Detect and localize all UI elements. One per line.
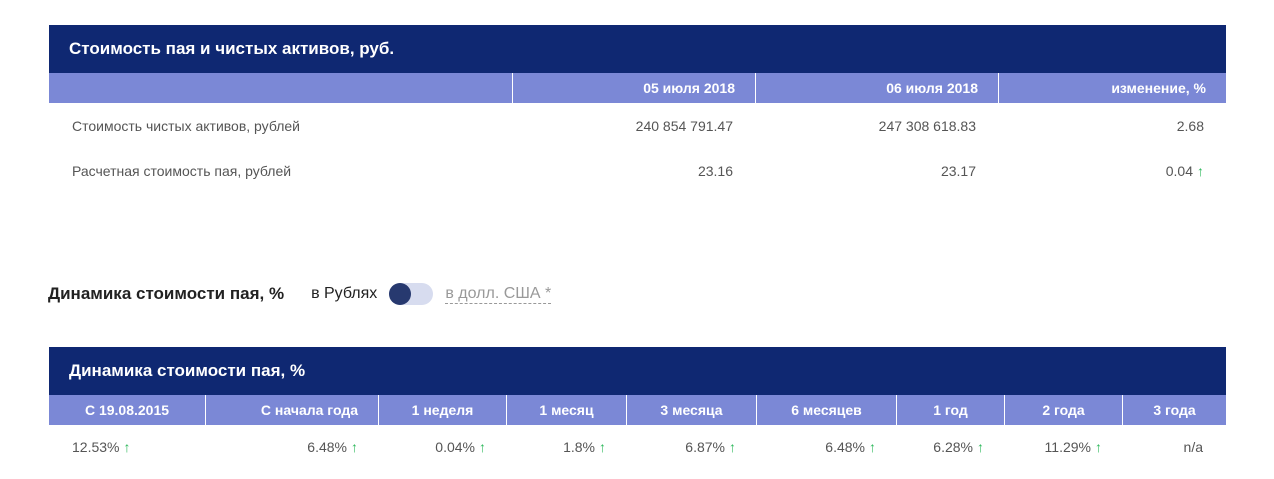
change-value: 2.68 — [1176, 118, 1204, 134]
change-value: 0.04 — [1165, 163, 1193, 179]
row-value-date1: 23.16 — [697, 163, 733, 179]
table-row: Расчетная стоимость пая, рублей 23.16 23… — [49, 149, 1226, 193]
cell-value: 1.8% — [563, 439, 595, 455]
arrow-up-icon: ↑ — [599, 439, 606, 455]
dynamics-panel: Динамика стоимости пая, % С 19.08.2015 С… — [49, 347, 1226, 469]
cell-1-week: 0.04% ↑ — [378, 425, 506, 469]
header-3-months: 3 месяца — [626, 395, 756, 425]
row-value-date2: 23.17 — [940, 163, 976, 179]
dynamics-heading: Динамика стоимости пая, % — [48, 284, 285, 303]
header-ytd: С начала года — [205, 395, 378, 425]
arrow-up-icon: ↑ — [351, 439, 358, 455]
toggle-knob — [389, 283, 412, 305]
cell-value: 12.53% — [72, 439, 120, 455]
arrow-up-icon: ↑ — [869, 439, 876, 455]
row-change: 2.68 — [998, 103, 1226, 149]
header-since-start: С 19.08.2015 — [84, 402, 170, 418]
cell-value: n/a — [1183, 439, 1203, 455]
currency-toggle-switch[interactable] — [389, 283, 434, 305]
cell-6-months: 6.48% ↑ — [756, 425, 896, 469]
header-1-month: 1 месяц — [506, 395, 626, 425]
cell-1-year: 6.28% ↑ — [896, 425, 1004, 469]
cell-2-years: 11.29% ↑ — [1004, 425, 1122, 469]
currency-option-usd[interactable]: в долл. США * — [445, 284, 552, 304]
cell-value: 6.87% — [685, 439, 725, 455]
cell-1-month: 1.8% ↑ — [506, 425, 626, 469]
cell-value: 11.29% — [1044, 439, 1091, 455]
arrow-up-icon: ↑ — [479, 439, 486, 455]
nav-table-header: 05 июля 2018 06 июля 2018 изменение, % — [49, 73, 1226, 103]
nav-header-label — [49, 73, 512, 103]
header-2-years: 2 года — [1004, 395, 1122, 425]
arrow-up-icon: ↑ — [977, 439, 984, 455]
row-label: Расчетная стоимость пая, рублей — [72, 163, 292, 179]
row-value-date1: 240 854 791.47 — [635, 118, 733, 134]
header-1-week: 1 неделя — [378, 395, 506, 425]
currency-option-rub[interactable]: в Рублях — [311, 285, 378, 302]
row-label: Стоимость чистых активов, рублей — [72, 118, 300, 134]
dynamics-table-title: Динамика стоимости пая, % — [49, 347, 1226, 395]
header-3-years: 3 года — [1122, 395, 1226, 425]
table-row: 12.53% ↑ 6.48% ↑ 0.04% ↑ 1.8% ↑ 6.87% ↑ … — [49, 425, 1226, 469]
dynamics-toggle-bar: Динамика стоимости пая, % в Рублях в дол… — [48, 280, 552, 308]
arrow-up-icon: ↑ — [123, 439, 131, 455]
cell-value: 6.48% — [307, 439, 347, 455]
arrow-up-icon: ↑ — [1197, 163, 1204, 179]
dynamics-table-header: С 19.08.2015 С начала года 1 неделя 1 ме… — [49, 395, 1226, 425]
row-change: 0.04 ↑ — [998, 149, 1226, 193]
cell-value: 6.28% — [933, 439, 973, 455]
nav-panel: Стоимость пая и чистых активов, руб. 05 … — [49, 25, 1226, 193]
table-row: Стоимость чистых активов, рублей 240 854… — [49, 103, 1226, 149]
nav-header-date1: 05 июля 2018 — [512, 73, 755, 103]
arrow-up-icon: ↑ — [729, 439, 736, 455]
cell-value: 6.48% — [825, 439, 865, 455]
cell-since-start: 12.53% ↑ — [49, 425, 205, 469]
nav-header-change: изменение, % — [998, 73, 1226, 103]
cell-3-years: n/a — [1122, 425, 1226, 469]
header-1-year: 1 год — [896, 395, 1004, 425]
cell-value: 0.04% — [435, 439, 475, 455]
nav-header-date2: 06 июля 2018 — [755, 73, 998, 103]
nav-table-title: Стоимость пая и чистых активов, руб. — [49, 25, 1226, 73]
cell-3-months: 6.87% ↑ — [626, 425, 756, 469]
arrow-up-icon: ↑ — [1095, 439, 1102, 455]
row-value-date2: 247 308 618.83 — [878, 118, 976, 134]
cell-ytd: 6.48% ↑ — [205, 425, 378, 469]
header-6-months: 6 месяцев — [756, 395, 896, 425]
